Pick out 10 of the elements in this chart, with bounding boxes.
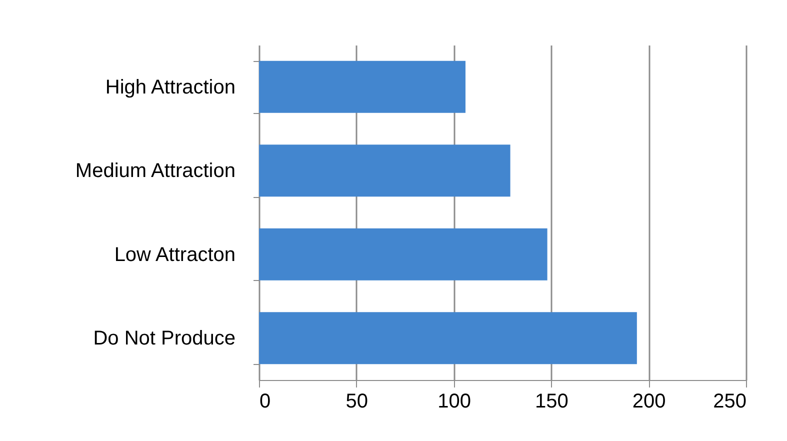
x-tick-label: 250 (713, 390, 746, 412)
y-tick-label: Do Not Produce (93, 328, 236, 350)
x-tick-label: 100 (438, 390, 471, 412)
y-tick-label: Low Attracton (114, 244, 236, 266)
x-tick-label: 200 (632, 390, 666, 412)
x-tick-label: 50 (346, 390, 368, 412)
x-tick-label: 0 (260, 390, 271, 412)
x-tick-label: 150 (535, 390, 568, 412)
y-tick-label: Medium Attraction (75, 160, 236, 182)
y-tick-label: High Attraction (105, 76, 236, 98)
